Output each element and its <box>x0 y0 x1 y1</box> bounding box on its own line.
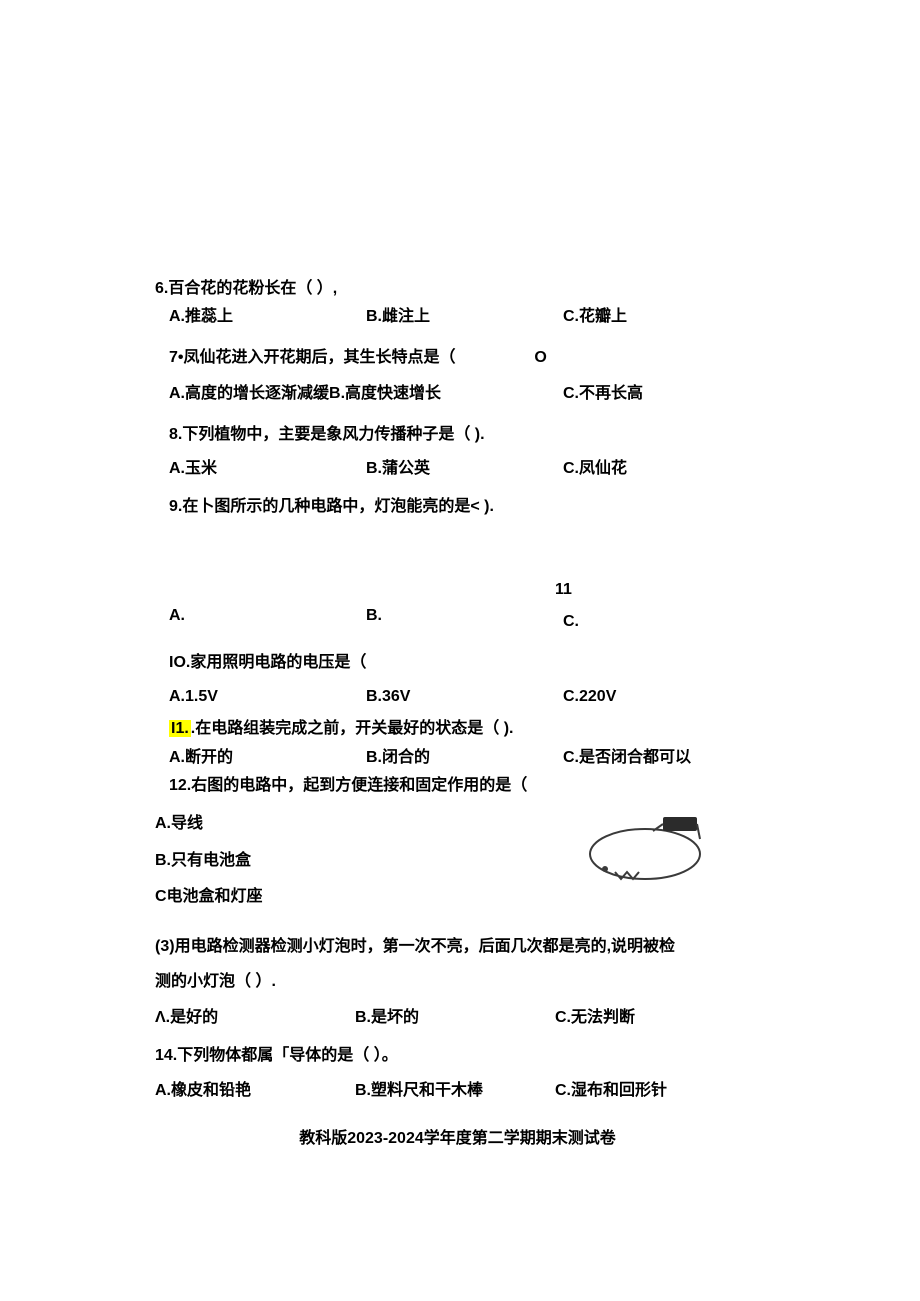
q10-option-c: C.220V <box>563 686 760 708</box>
q14-option-a: A.橡皮和铅艳 <box>155 1080 355 1102</box>
q6-option-c: C.花瓣上 <box>563 306 760 328</box>
q10-stem: IO.家用照明电路的电压是（ <box>155 652 760 674</box>
q9-option-c: C. <box>563 605 760 633</box>
q14-number: 14. <box>155 1047 177 1064</box>
q14-option-c: C.湿布和回形针 <box>555 1080 755 1102</box>
q13-stem: (3)用电路检测器检测小灯泡时，第一次不亮，后面几次都是亮的,说明被检 测的小灯… <box>155 929 760 999</box>
q9-stem: 9.在卜图所示的几种电路中，灯泡能亮的是< ). <box>155 496 760 518</box>
q13-option-c: C.无法判断 <box>555 1007 755 1029</box>
q10-option-a: A.1.5V <box>169 686 366 708</box>
q6-text: 百合花的花粉长在（ ）, <box>168 280 337 297</box>
q12-option-b: B.只有电池盒 <box>155 850 575 872</box>
q12-body: A.导线 B.只有电池盒 C电池盒和灯座 <box>155 801 760 922</box>
q13-line2: 测的小灯泡（ ）. <box>155 973 276 990</box>
q6-option-b: B.雌注上 <box>366 306 563 328</box>
q12-number: 12. <box>169 777 191 794</box>
q10-text: 家用照明电路的电压是（ <box>190 654 366 671</box>
q7-blank-marker: O <box>534 347 546 369</box>
q14-options: A.橡皮和铅艳 B.塑料尺和干木棒 C.湿布和回形针 <box>155 1080 760 1102</box>
q10-options: A.1.5V B.36V C.220V <box>155 686 760 708</box>
q12-options: A.导线 B.只有电池盒 C电池盒和灯座 <box>155 801 575 922</box>
q14-stem: 14.下列物体都属「导体的是（ ）。 <box>155 1045 760 1067</box>
q12-text: 右图的电路中，起到方便连接和固定作用的是（ <box>191 777 527 794</box>
q7-stem: 7•凤仙花进入开花期后，其生长特点是（ O <box>155 347 760 369</box>
q8-number: 8. <box>169 426 182 443</box>
q6-number: 6. <box>155 280 168 297</box>
q9-text: 在卜图所示的几种电路中，灯泡能亮的是< ). <box>182 498 494 515</box>
q8-option-b: B.蒲公英 <box>366 458 563 480</box>
q12-stem: 12.右图的电路中，起到方便连接和固定作用的是（ <box>155 775 760 797</box>
page-footer-title: 教科版2023-2024学年度第二学期期末测试卷 <box>155 1128 760 1150</box>
q10-option-b: B.36V <box>366 686 563 708</box>
q12-circuit-diagram <box>575 801 715 889</box>
q8-option-c: C.凤仙花 <box>563 458 760 480</box>
q9-options: A. B. C. <box>155 605 760 633</box>
q7-options: A.高度的增长逐渐减缓B.高度快速增长 C.不再长高 <box>155 383 760 405</box>
q8-option-a: A.玉米 <box>169 458 366 480</box>
q7-number: 7 <box>169 349 178 366</box>
q12-option-a: A.导线 <box>155 813 575 835</box>
q9-option-b: B. <box>366 605 563 627</box>
q11-option-c: C.是否闭合都可以 <box>563 747 760 769</box>
circuit-icon <box>575 809 715 889</box>
q7-option-a: A.高度的增长逐渐减缓 <box>169 385 329 402</box>
q6-stem: 6.百合花的花粉长在（ ）, <box>155 278 760 300</box>
q14-text: 下列物体都属「导体的是（ ）。 <box>177 1047 397 1064</box>
q8-options: A.玉米 B.蒲公英 C.凤仙花 <box>155 458 760 480</box>
q13-options: Λ.是好的 B.是坏的 C.无法判断 <box>155 1007 760 1029</box>
q11-option-b: B.闭合的 <box>366 747 563 769</box>
q7-text: •凤仙花进入开花期后，其生长特点是（ <box>178 349 456 366</box>
q14-option-b: B.塑料尺和干木棒 <box>355 1080 555 1102</box>
q11-number-highlight: I1. <box>169 720 191 737</box>
q10-number: IO. <box>169 654 190 671</box>
q9-option-a: A. <box>169 605 366 627</box>
q11-stem: I1..在电路组装完成之前，开关最好的状态是（ ). <box>155 718 760 740</box>
q7-option-c: C.不再长高 <box>563 383 760 405</box>
q11-options: A.断开的 B.闭合的 C.是否闭合都可以 <box>155 747 760 769</box>
q6-option-a: A.推蕊上 <box>169 306 366 328</box>
q7-option-b: B.高度快速增长 <box>329 385 441 402</box>
document-page: 6.百合花的花粉长在（ ）, A.推蕊上 B.雌注上 C.花瓣上 7•凤仙花进入… <box>0 0 920 1301</box>
q8-text: 下列植物中，主要是象风力传播种子是（ ). <box>182 426 484 443</box>
q13-number: (3) <box>155 938 175 955</box>
q9-number: 9. <box>169 498 182 515</box>
q11-text: 在电路组装完成之前，开关最好的状态是（ ). <box>195 720 513 737</box>
q8-stem: 8.下列植物中，主要是象风力传播种子是（ ). <box>155 424 760 446</box>
q6-options: A.推蕊上 B.雌注上 C.花瓣上 <box>155 306 760 328</box>
q12-option-c: C电池盒和灯座 <box>155 886 575 908</box>
q11-option-a: A.断开的 <box>169 747 366 769</box>
q13-option-b: B.是坏的 <box>355 1007 555 1029</box>
q13-option-a: Λ.是好的 <box>155 1007 355 1029</box>
q13-line1: 用电路检测器检测小灯泡时，第一次不亮，后面几次都是亮的,说明被检 <box>175 938 675 955</box>
q9-marker-11: 11 <box>555 579 760 601</box>
